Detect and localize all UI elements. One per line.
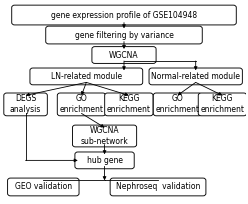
FancyBboxPatch shape [92, 47, 156, 63]
FancyBboxPatch shape [149, 68, 242, 85]
Text: gene filtering by variance: gene filtering by variance [75, 31, 173, 40]
FancyBboxPatch shape [30, 68, 143, 85]
Text: WGCNA: WGCNA [109, 51, 139, 60]
Text: LN-related module: LN-related module [51, 72, 122, 81]
FancyBboxPatch shape [8, 178, 79, 196]
FancyBboxPatch shape [198, 93, 247, 116]
Text: Normal-related module: Normal-related module [151, 72, 240, 81]
Text: DEGS
analysis: DEGS analysis [10, 94, 41, 114]
Text: GO
enrichment: GO enrichment [60, 94, 103, 114]
Text: hub gene: hub gene [87, 156, 123, 165]
FancyBboxPatch shape [105, 93, 153, 116]
FancyBboxPatch shape [75, 152, 134, 169]
FancyBboxPatch shape [12, 5, 236, 25]
FancyBboxPatch shape [72, 125, 137, 147]
FancyBboxPatch shape [46, 26, 202, 44]
Text: WGCNA
sub-network: WGCNA sub-network [81, 126, 128, 146]
Text: GO
enrichment: GO enrichment [155, 94, 199, 114]
FancyBboxPatch shape [4, 93, 47, 116]
FancyBboxPatch shape [110, 178, 206, 196]
Text: KEGG
enrichment: KEGG enrichment [200, 94, 245, 114]
FancyBboxPatch shape [57, 93, 106, 116]
FancyBboxPatch shape [153, 93, 202, 116]
Text: KEGG
enrichment: KEGG enrichment [107, 94, 151, 114]
Text: GEO validation: GEO validation [15, 182, 72, 192]
Text: Nephroseq  validation: Nephroseq validation [116, 182, 200, 192]
Text: gene expression profile of GSE104948: gene expression profile of GSE104948 [51, 11, 197, 20]
